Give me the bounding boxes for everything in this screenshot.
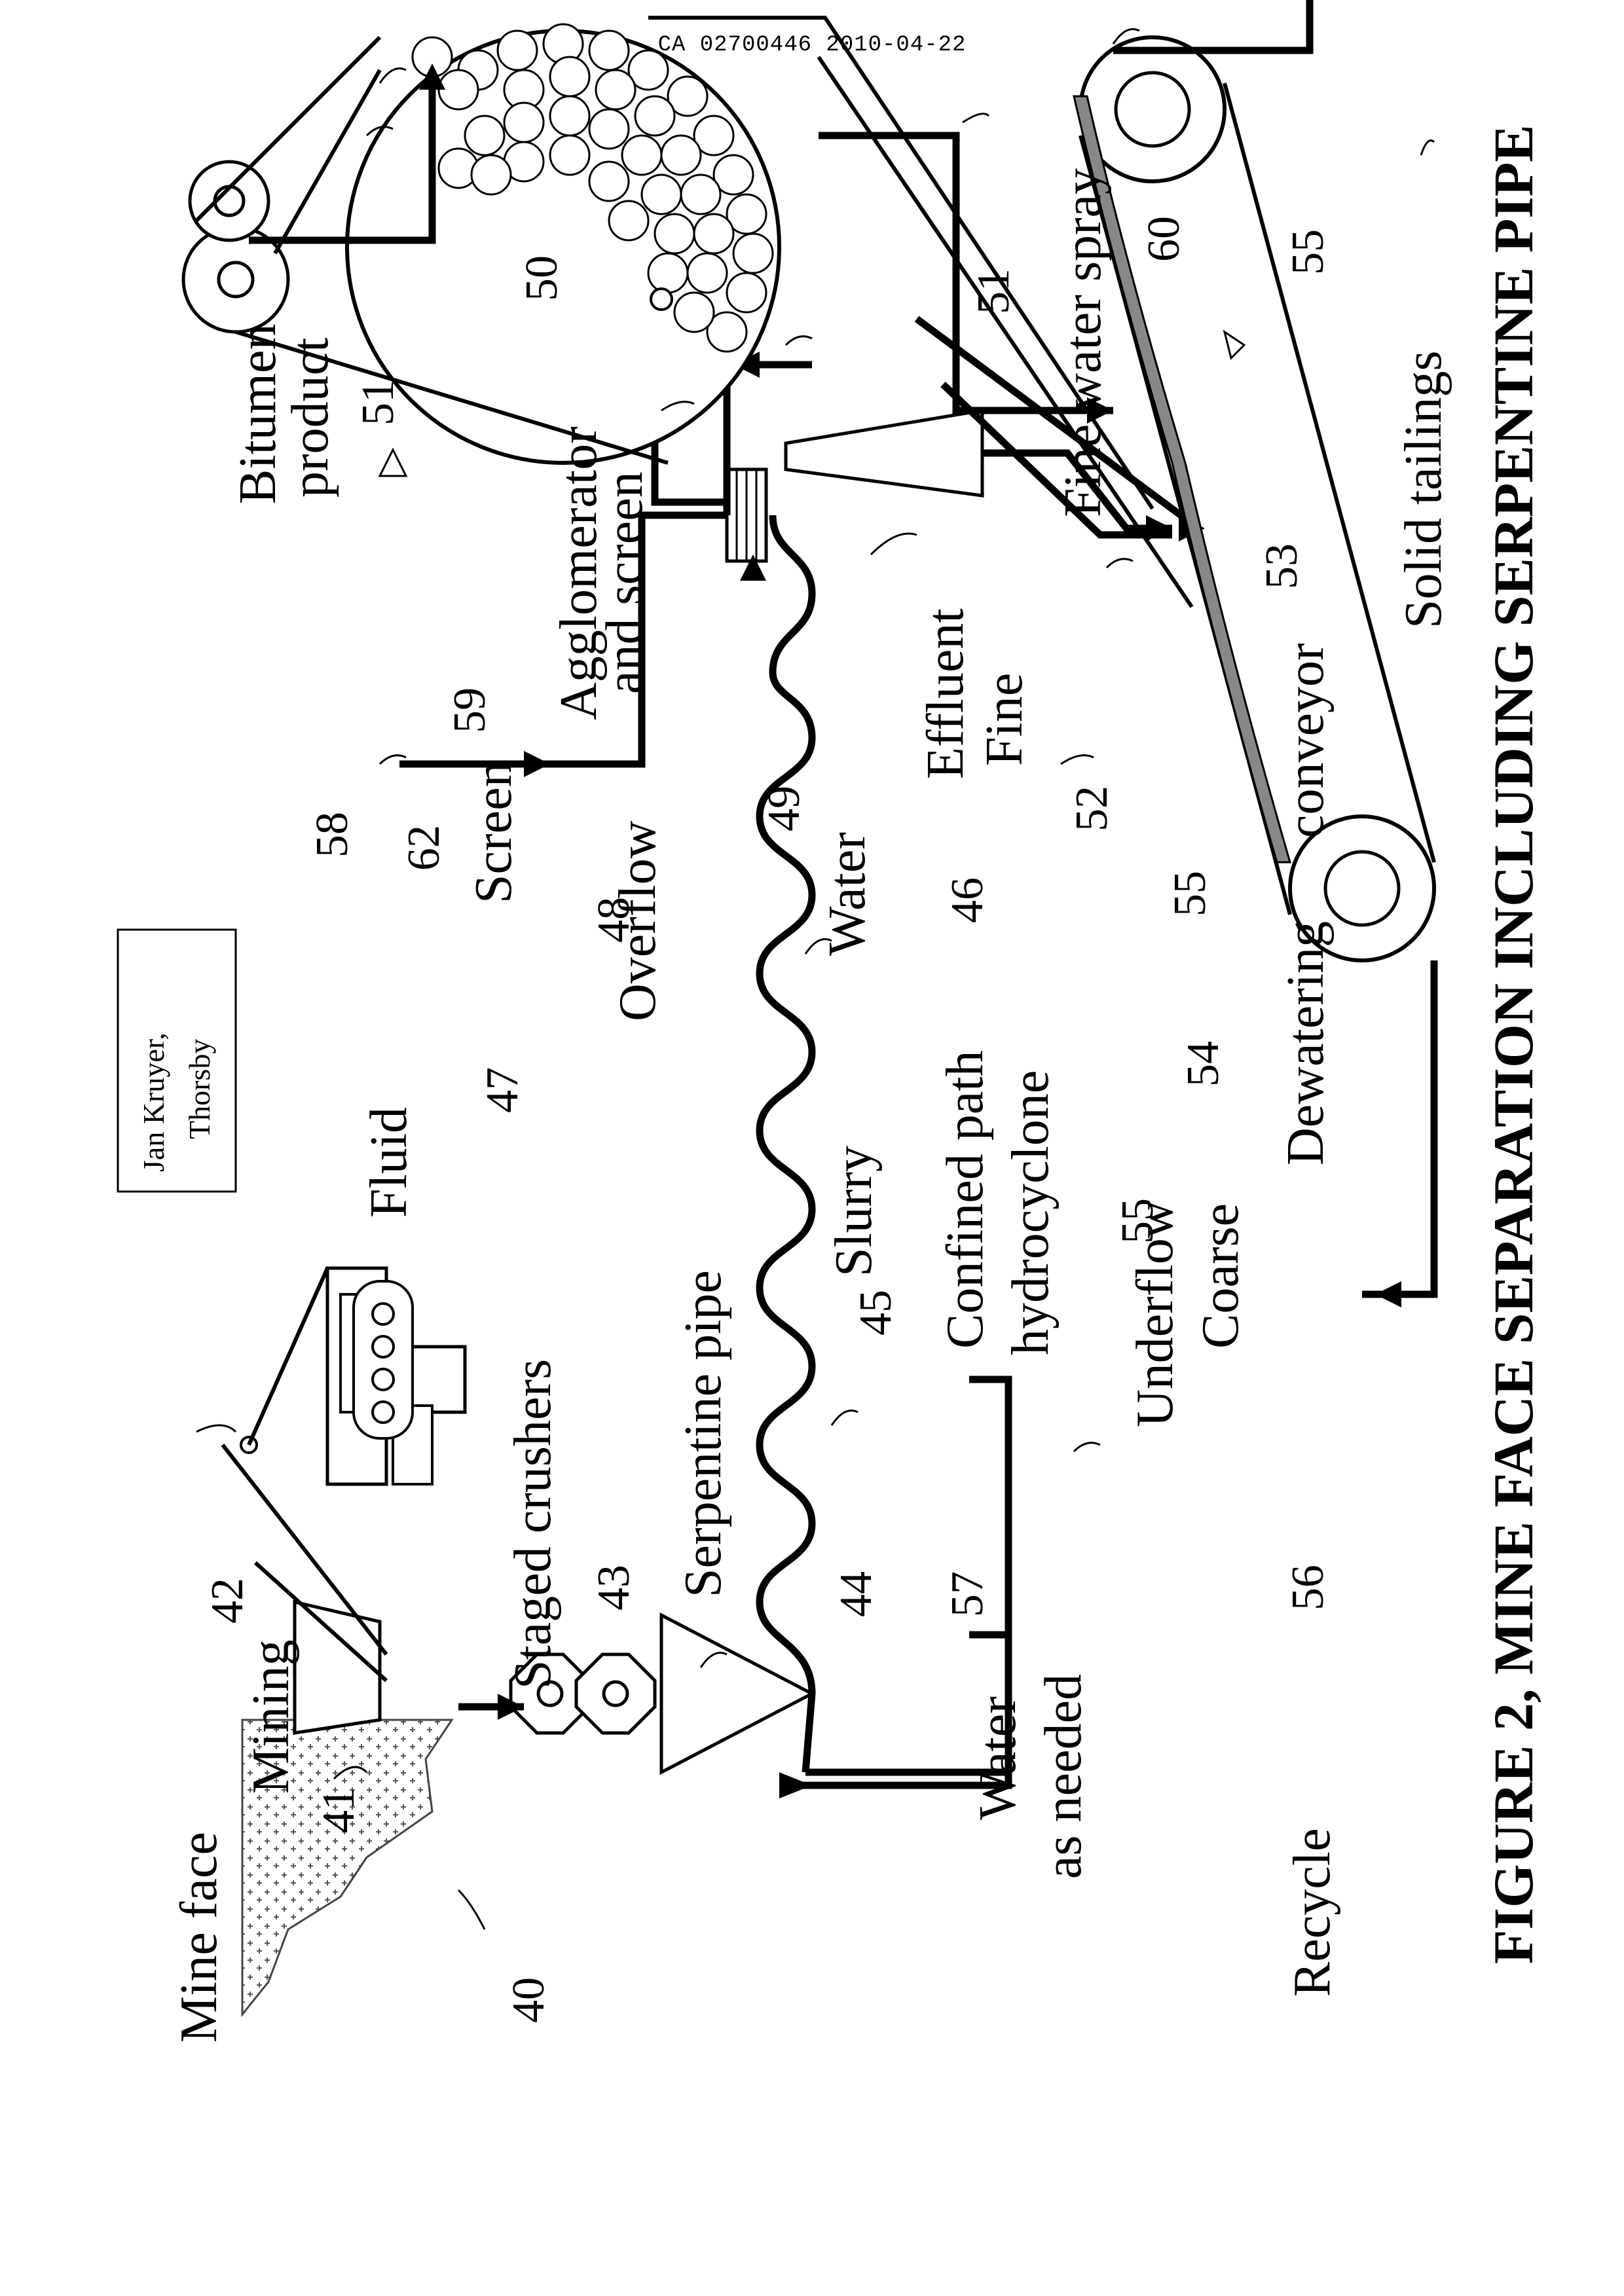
label-product: product xyxy=(282,338,339,498)
author-location: Thorsby xyxy=(183,1039,216,1139)
label-fluid: Fluid xyxy=(360,1107,418,1218)
label-fine-water-spray: Fine water spray xyxy=(1054,168,1112,517)
author-box: Jan Kruyer, Thorsby xyxy=(118,930,236,1192)
hydrocyclone-icon xyxy=(727,410,982,561)
ref-43: 43 xyxy=(589,1565,639,1611)
ref-59: 59 xyxy=(445,687,495,733)
label-bitumen: Bitumen xyxy=(229,323,287,504)
slurry-hopper-triangle xyxy=(661,1615,812,1772)
label-effluent: Effluent xyxy=(917,608,974,779)
label-mine-face: Mine face xyxy=(170,1832,228,2043)
ref-48: 48 xyxy=(589,897,639,943)
ref-45: 45 xyxy=(851,1290,901,1336)
ref-55c: 55 xyxy=(1283,229,1333,275)
label-and-screen: and screen xyxy=(596,471,654,694)
screen-rollers xyxy=(183,162,288,332)
figure-caption: FIGURE 2, MINE FACE SEPARATION INCLUDING… xyxy=(1482,124,1545,1964)
ref-49: 49 xyxy=(759,786,809,831)
label-mining: Mining xyxy=(242,1639,300,1794)
ref-47: 47 xyxy=(477,1067,528,1113)
label-water-as: Water xyxy=(969,1696,1027,1820)
ref-51b: 51 xyxy=(969,268,1019,314)
label-as-needed: as needed xyxy=(1035,1674,1092,1879)
ref-62: 62 xyxy=(399,825,449,871)
label-water: Water xyxy=(819,832,876,956)
label-recycle: Recycle xyxy=(1283,1828,1341,1997)
ref-55b: 55 xyxy=(1165,871,1215,917)
label-dewatering: Dewatering xyxy=(1277,921,1335,1165)
ref-53: 53 xyxy=(1257,543,1307,589)
label-conveyor: conveyor xyxy=(1277,643,1335,838)
ref-50: 50 xyxy=(517,255,567,301)
ref-44: 44 xyxy=(831,1571,881,1617)
ref-55a: 55 xyxy=(1113,1198,1163,1244)
recycle-return-line xyxy=(1362,960,1434,1294)
overflow-line xyxy=(655,437,727,515)
ref-57: 57 xyxy=(942,1571,993,1617)
label-hydrocyclone: hydrocyclone xyxy=(1002,1070,1060,1355)
ref-58: 58 xyxy=(307,812,358,858)
dewatering-conveyor xyxy=(1074,37,1434,960)
ref-56: 56 xyxy=(1283,1565,1333,1611)
ref-60: 60 xyxy=(1139,216,1189,262)
label-slurry: Slurry xyxy=(825,1146,883,1277)
ref-52: 52 xyxy=(1067,786,1117,831)
ref-42: 42 xyxy=(202,1578,253,1624)
ref-51a: 51 xyxy=(353,380,403,426)
serpentine-pipe-line xyxy=(760,515,812,1694)
label-solid-tailings: Solid tailings xyxy=(1395,351,1452,629)
label-fine: Fine xyxy=(976,673,1033,766)
ref-40: 40 xyxy=(504,1977,554,2023)
ref-41: 41 xyxy=(314,1787,364,1833)
label-confined-path: Confined path xyxy=(936,1051,994,1349)
author-name: Jan Kruyer, xyxy=(137,1032,170,1172)
label-coarse: Coarse xyxy=(1192,1203,1249,1349)
ref-54: 54 xyxy=(1178,1041,1228,1087)
label-staged-crushers: Staged crushers xyxy=(504,1359,562,1689)
label-serpentine-pipe: Serpentine pipe xyxy=(674,1270,732,1597)
label-screen: Screen xyxy=(465,761,523,903)
ref-46: 46 xyxy=(942,877,993,923)
